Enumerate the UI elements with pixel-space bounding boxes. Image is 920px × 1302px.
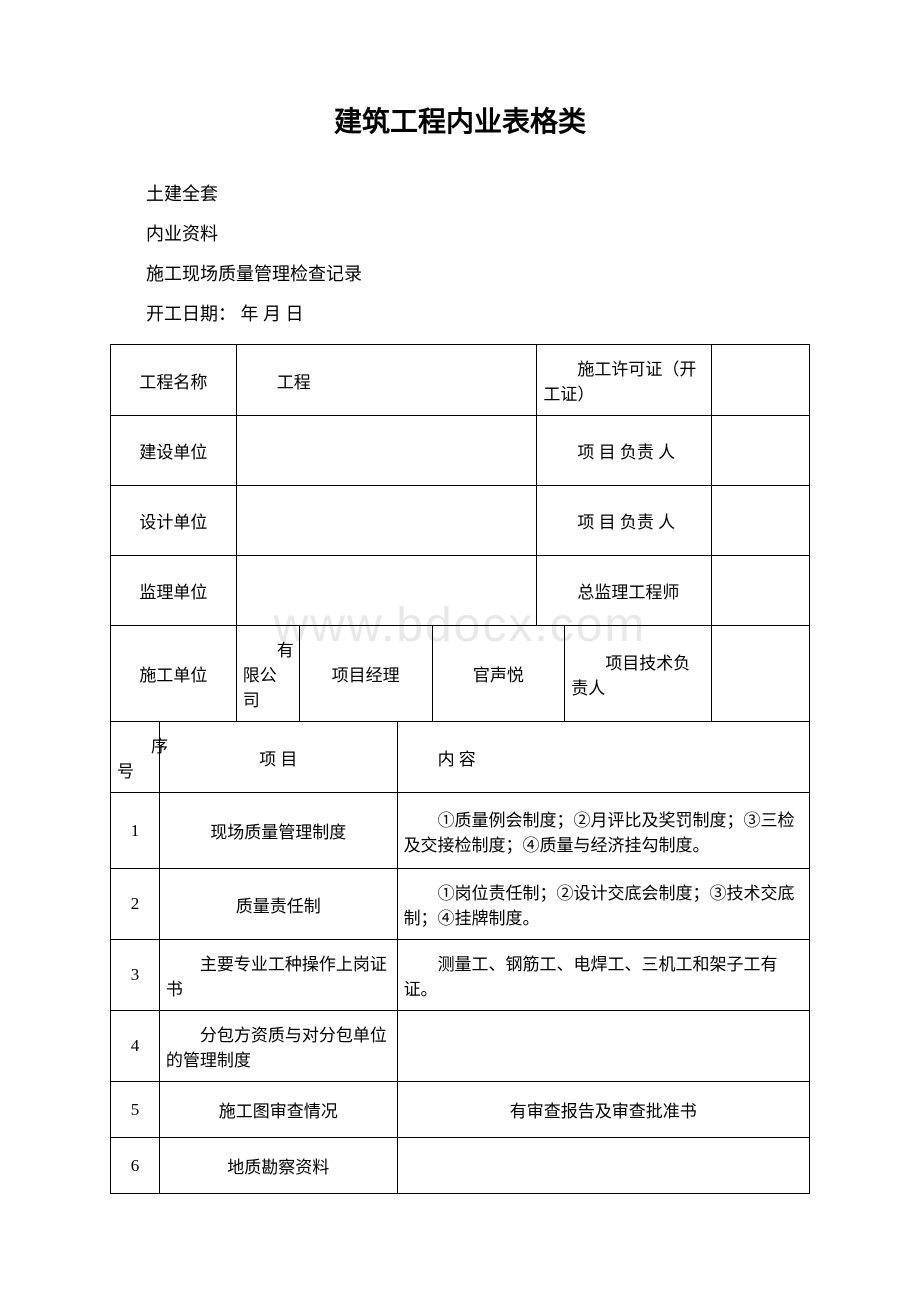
label-design-unit: 设计单位 xyxy=(111,486,237,556)
value-supervise-unit xyxy=(236,556,537,626)
list-header-row: 序号 项 目 内 容 xyxy=(111,722,810,793)
header-row-5: 施工单位 有限公司 项目经理 官声悦 项目技术负责人 xyxy=(111,626,810,722)
header-row-4: 监理单位 总监理工程师 xyxy=(111,556,810,626)
list-row-6: 6 地质勘察资料 xyxy=(111,1138,810,1194)
list-row-1: 1 现场质量管理制度 ①质量例会制度；②月评比及奖罚制度；③三检及交接检制度；④… xyxy=(111,793,810,869)
item-5: 施工图审查情况 xyxy=(159,1082,397,1138)
content-1: ①质量例会制度；②月评比及奖罚制度；③三检及交接检制度；④质量与经济挂勾制度。 xyxy=(397,793,809,869)
value-project-name: 工程 xyxy=(236,345,537,416)
value-project-manager: 官声悦 xyxy=(432,626,565,722)
value-construct-unit: 有限公司 xyxy=(236,626,299,722)
list-row-4: 4 分包方资质与对分包单位的管理制度 xyxy=(111,1011,810,1082)
value-permit xyxy=(712,345,810,416)
seq-5: 5 xyxy=(111,1082,160,1138)
seq-2: 2 xyxy=(111,869,160,940)
list-row-3: 3 主要专业工种操作上岗证书 测量工、钢筋工、电焊工、三机工和架子工有证。 xyxy=(111,940,810,1011)
label-build-unit: 建设单位 xyxy=(111,416,237,486)
seq-4: 4 xyxy=(111,1011,160,1082)
content-5: 有审查报告及审查批准书 xyxy=(397,1082,809,1138)
header-row-1: 工程名称 工程 施工许可证（开工证） xyxy=(111,345,810,416)
label-tech-leader: 项目技术负责人 xyxy=(565,626,712,722)
label-construct-unit: 施工单位 xyxy=(111,626,237,722)
intro-line-2: 内业资料 xyxy=(110,220,810,246)
label-project-manager: 项目经理 xyxy=(299,626,432,722)
label-supervise-unit: 监理单位 xyxy=(111,556,237,626)
label-project-name: 工程名称 xyxy=(111,345,237,416)
item-4: 分包方资质与对分包单位的管理制度 xyxy=(159,1011,397,1082)
value-design-leader xyxy=(712,486,810,556)
item-6: 地质勘察资料 xyxy=(159,1138,397,1194)
page-content: 建筑工程内业表格类 土建全套 内业资料 施工现场质量管理检查记录 开工日期： 年… xyxy=(110,100,810,1194)
list-row-2: 2 质量责任制 ①岗位责任制；②设计交底会制度；③技术交底制；④挂牌制度。 xyxy=(111,869,810,940)
value-tech-leader xyxy=(712,626,810,722)
col-seq: 序号 xyxy=(111,722,160,793)
intro-line-3: 施工现场质量管理检查记录 xyxy=(110,260,810,286)
content-3: 测量工、钢筋工、电焊工、三机工和架子工有证。 xyxy=(397,940,809,1011)
seq-1: 1 xyxy=(111,793,160,869)
value-build-unit xyxy=(236,416,537,486)
seq-6: 6 xyxy=(111,1138,160,1194)
label-permit: 施工许可证（开工证） xyxy=(537,345,712,416)
header-row-3: 设计单位 项 目 负责 人 xyxy=(111,486,810,556)
value-chief-engineer xyxy=(712,556,810,626)
intro-line-1: 土建全套 xyxy=(110,180,810,206)
item-2: 质量责任制 xyxy=(159,869,397,940)
content-4 xyxy=(397,1011,809,1082)
header-row-2: 建设单位 项 目 负责 人 xyxy=(111,416,810,486)
value-build-leader xyxy=(712,416,810,486)
item-3: 主要专业工种操作上岗证书 xyxy=(159,940,397,1011)
seq-3: 3 xyxy=(111,940,160,1011)
col-item: 项 目 xyxy=(159,722,397,793)
content-6 xyxy=(397,1138,809,1194)
label-chief-engineer: 总监理工程师 xyxy=(537,556,712,626)
page-title: 建筑工程内业表格类 xyxy=(110,100,810,140)
col-content: 内 容 xyxy=(397,722,809,793)
item-1: 现场质量管理制度 xyxy=(159,793,397,869)
list-row-5: 5 施工图审查情况 有审查报告及审查批准书 xyxy=(111,1082,810,1138)
content-2: ①岗位责任制；②设计交底会制度；③技术交底制；④挂牌制度。 xyxy=(397,869,809,940)
label-design-leader: 项 目 负责 人 xyxy=(537,486,712,556)
label-build-leader: 项 目 负责 人 xyxy=(537,416,712,486)
intro-line-date: 开工日期： 年 月 日 xyxy=(110,300,810,326)
form-table: 工程名称 工程 施工许可证（开工证） 建设单位 项 目 负责 人 设计单位 项 … xyxy=(110,344,810,1194)
value-design-unit xyxy=(236,486,537,556)
